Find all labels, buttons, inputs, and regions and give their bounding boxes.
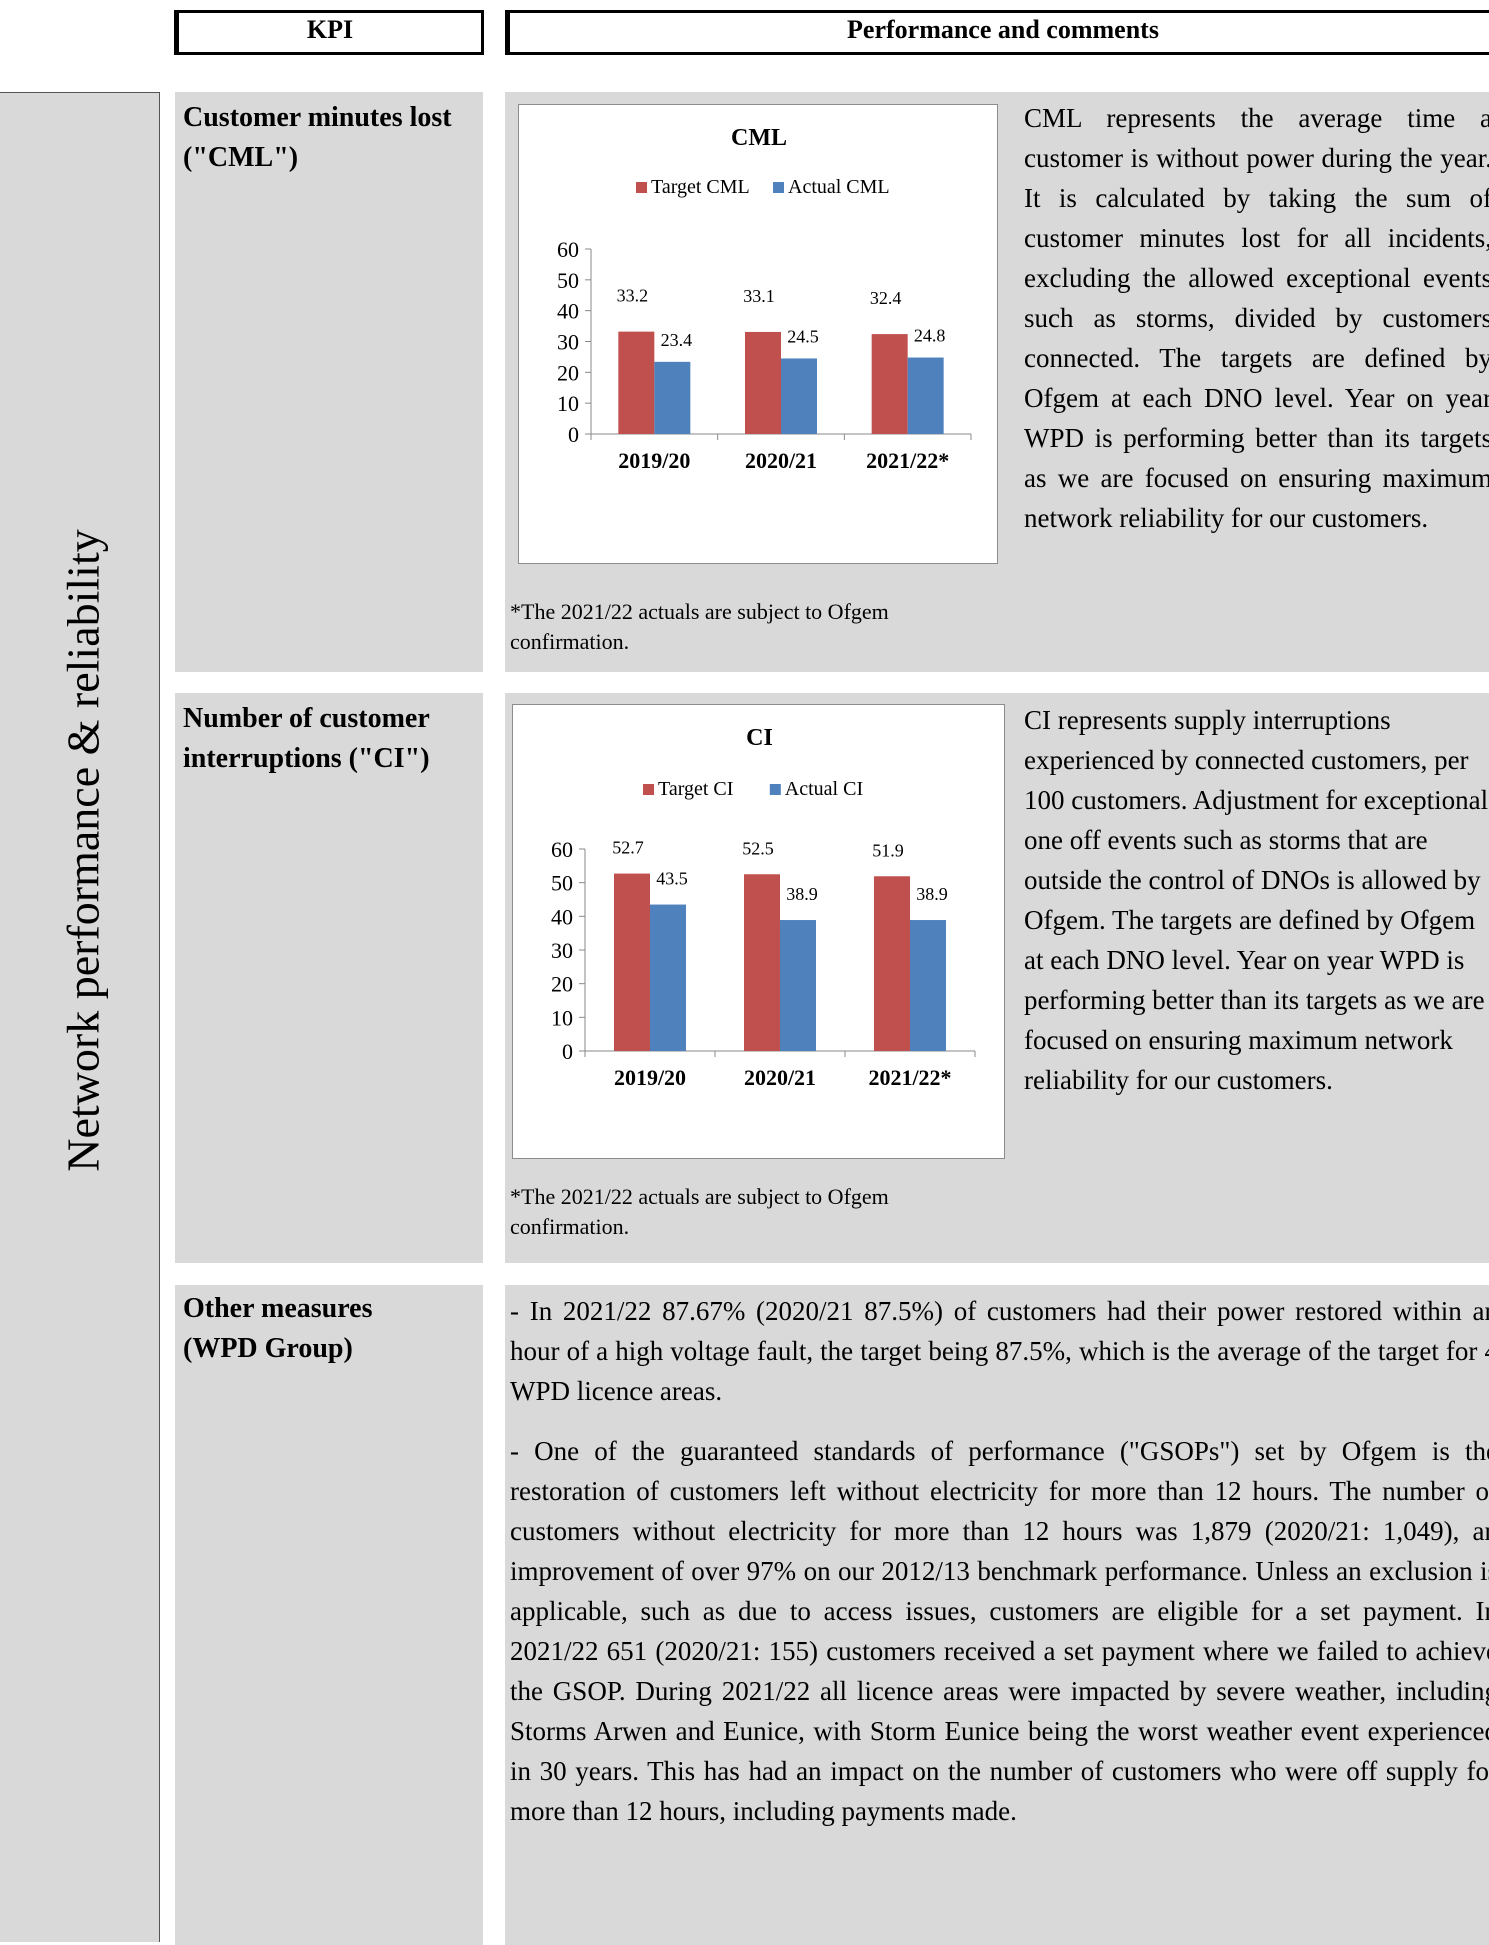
ci-kpi-cell: Number of customer interruptions ("CI"): [175, 693, 483, 1263]
bar-cml-1-2: [907, 357, 944, 434]
cml-chart-title: CML: [731, 125, 787, 151]
side-panel: [0, 92, 160, 1942]
y-tick-label: 60: [551, 837, 573, 862]
x-tick-label: 2019/20: [618, 448, 690, 473]
x-tick-label: 2020/21: [744, 1065, 816, 1090]
y-tick-label: 60: [557, 237, 579, 262]
ci-chart: CI Target CI Actual CI 0 10 20 30 40 50 60 52.7 43.…: [551, 725, 976, 1090]
bar-ci-0-2: [874, 876, 910, 1051]
ci-note: *The 2021/22 actuals are subject to Ofge…: [510, 1184, 889, 1239]
side-title-text: Network performance & reliability: [57, 528, 109, 1172]
bar-ci-1-1: [780, 920, 816, 1051]
data-label: 24.5: [787, 326, 819, 346]
y-tick-label: 20: [557, 360, 579, 385]
performance-header: Performance and comments: [505, 10, 1489, 55]
legend-label-0: Target CML: [651, 176, 750, 198]
legend-swatch-0: [643, 784, 654, 795]
y-tick-label: 10: [557, 391, 579, 416]
bar-cml-0-0: [618, 331, 655, 434]
other-paragraph-1: - In 2021/22 87.67% (2020/21 87.5%) of c…: [510, 1296, 1489, 1406]
bar-ci-1-0: [650, 904, 686, 1051]
data-label: 33.1: [743, 286, 775, 306]
other-performance-cell: - In 2021/22 87.67% (2020/21 87.5%) of c…: [505, 1285, 1489, 1945]
bar-cml-1-1: [781, 358, 817, 434]
bar-ci-1-2: [910, 920, 946, 1051]
y-tick-label: 10: [551, 1005, 573, 1030]
y-tick-label: 50: [551, 871, 573, 896]
data-label: 52.5: [742, 838, 774, 858]
cml-chart-box: CML Target CML Actual CML 0 10 20 30 40 50 60 33.2…: [518, 104, 998, 564]
legend-swatch-1: [769, 784, 781, 795]
bar-cml-1-0: [654, 361, 691, 434]
bar-cml-0-1: [745, 331, 781, 434]
data-label: 43.5: [656, 869, 688, 889]
y-tick-label: 40: [551, 904, 573, 929]
kpi-header-label: KPI: [306, 15, 354, 44]
cml-kpi-cell: Customer minutes lost ("CML"): [175, 92, 483, 672]
bar-ci-0-1: [744, 874, 780, 1051]
ci-description: CI represents supply interruptions exper…: [1024, 705, 1489, 1095]
legend-label-1: Actual CML: [788, 176, 890, 198]
y-tick-label: 0: [562, 1039, 573, 1064]
cml-note: *The 2021/22 actuals are subject to Ofge…: [510, 599, 889, 654]
bar-ci-0-0: [614, 873, 650, 1051]
cml-chart: CML Target CML Actual CML 0 10 20 30 40 50 60 33.2…: [557, 125, 972, 473]
kpi-header: KPI: [174, 10, 484, 55]
other-paragraph-2: - One of the guaranteed standards of per…: [510, 1436, 1489, 1826]
performance-header-label: Performance and comments: [847, 15, 1159, 44]
data-label: 33.2: [617, 286, 649, 306]
y-tick-label: 50: [557, 268, 579, 293]
other-label: Other measures (WPD Group): [183, 1293, 373, 1364]
cml-label: Customer minutes lost ("CML"): [183, 102, 452, 173]
data-label: 23.4: [661, 330, 693, 350]
legend-swatch-0: [636, 182, 647, 193]
other-kpi-cell: Other measures (WPD Group): [175, 1285, 483, 1945]
y-tick-label: 20: [551, 972, 573, 997]
ci-chart-box: CI Target CI Actual CI 0 10 20 30 40 50 60 52.7 43.…: [512, 704, 1005, 1159]
data-label: 24.8: [914, 326, 946, 346]
ci-chart-title: CI: [746, 725, 773, 751]
legend-swatch-1: [773, 182, 784, 193]
legend-label-1: Actual CI: [785, 778, 863, 800]
y-tick-label: 40: [557, 299, 579, 324]
data-label: 51.9: [872, 840, 904, 860]
x-tick-label: 2021/22*: [866, 448, 949, 473]
data-label: 52.7: [612, 838, 644, 858]
x-tick-label: 2021/22*: [868, 1065, 951, 1090]
y-tick-label: 30: [557, 330, 579, 355]
side-title: Network performance & reliability: [18, 330, 148, 1370]
data-label: 32.4: [870, 288, 902, 308]
x-tick-label: 2019/20: [614, 1065, 686, 1090]
cml-description: CML represents the average time a custom…: [1024, 103, 1489, 533]
y-tick-label: 30: [551, 938, 573, 963]
x-tick-label: 2020/21: [745, 448, 817, 473]
bar-cml-0-2: [871, 334, 908, 434]
data-label: 38.9: [916, 884, 948, 904]
ci-label: Number of customer interruptions ("CI"): [183, 703, 430, 774]
y-tick-label: 0: [568, 422, 579, 447]
legend-label-0: Target CI: [658, 778, 733, 800]
data-label: 38.9: [786, 884, 818, 904]
